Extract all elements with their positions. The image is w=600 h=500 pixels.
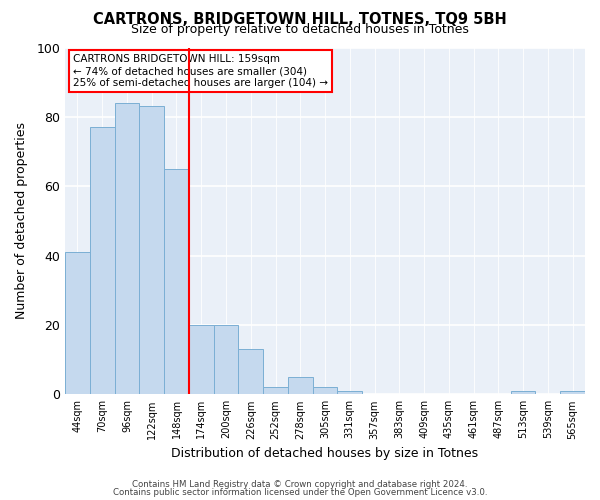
Text: CARTRONS, BRIDGETOWN HILL, TOTNES, TQ9 5BH: CARTRONS, BRIDGETOWN HILL, TOTNES, TQ9 5… <box>93 12 507 28</box>
Bar <box>263 388 288 394</box>
X-axis label: Distribution of detached houses by size in Totnes: Distribution of detached houses by size … <box>172 447 479 460</box>
Bar <box>214 325 238 394</box>
Bar <box>511 391 535 394</box>
Bar <box>115 103 139 395</box>
Bar <box>164 169 189 394</box>
Bar <box>90 128 115 394</box>
Text: Contains HM Land Registry data © Crown copyright and database right 2024.: Contains HM Land Registry data © Crown c… <box>132 480 468 489</box>
Text: Size of property relative to detached houses in Totnes: Size of property relative to detached ho… <box>131 22 469 36</box>
Bar <box>189 325 214 394</box>
Y-axis label: Number of detached properties: Number of detached properties <box>15 122 28 320</box>
Bar <box>238 349 263 395</box>
Text: Contains public sector information licensed under the Open Government Licence v3: Contains public sector information licen… <box>113 488 487 497</box>
Text: CARTRONS BRIDGETOWN HILL: 159sqm
← 74% of detached houses are smaller (304)
25% : CARTRONS BRIDGETOWN HILL: 159sqm ← 74% o… <box>73 54 328 88</box>
Bar <box>337 391 362 394</box>
Bar <box>313 388 337 394</box>
Bar <box>560 391 585 394</box>
Bar <box>139 106 164 395</box>
Bar <box>65 252 90 394</box>
Bar <box>288 377 313 394</box>
